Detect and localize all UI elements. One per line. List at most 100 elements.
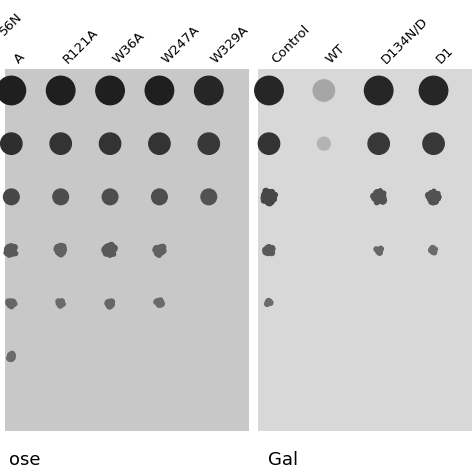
Circle shape [64, 248, 66, 250]
Circle shape [107, 253, 110, 256]
Circle shape [374, 190, 379, 195]
Circle shape [262, 192, 267, 198]
Circle shape [12, 302, 15, 305]
Circle shape [155, 299, 160, 303]
Circle shape [269, 192, 274, 197]
Circle shape [10, 244, 12, 246]
Circle shape [60, 246, 63, 248]
Circle shape [272, 197, 276, 201]
Circle shape [432, 250, 437, 255]
Circle shape [433, 192, 437, 196]
Circle shape [428, 195, 432, 198]
Circle shape [265, 251, 270, 255]
Circle shape [58, 250, 62, 254]
Circle shape [376, 250, 378, 252]
Circle shape [265, 201, 270, 205]
Text: D134N/D: D134N/D [379, 15, 430, 66]
Circle shape [429, 193, 434, 198]
Circle shape [9, 356, 14, 362]
Circle shape [158, 251, 162, 255]
Circle shape [155, 250, 160, 256]
Circle shape [60, 300, 64, 304]
Circle shape [378, 250, 381, 254]
Circle shape [430, 198, 434, 201]
Circle shape [62, 246, 64, 249]
Circle shape [159, 246, 162, 249]
Circle shape [8, 252, 12, 256]
Circle shape [57, 246, 60, 249]
Circle shape [433, 201, 437, 204]
Circle shape [11, 249, 14, 252]
Circle shape [263, 198, 265, 200]
Circle shape [57, 250, 62, 255]
Circle shape [156, 248, 159, 251]
Circle shape [106, 248, 108, 250]
Circle shape [5, 248, 8, 251]
Circle shape [436, 196, 440, 201]
Circle shape [431, 247, 436, 252]
Circle shape [265, 301, 269, 304]
Circle shape [270, 198, 274, 202]
Circle shape [427, 195, 431, 199]
Circle shape [430, 197, 436, 202]
Circle shape [379, 198, 383, 202]
Circle shape [379, 200, 382, 203]
Circle shape [377, 249, 379, 251]
Circle shape [109, 301, 112, 304]
Circle shape [428, 193, 432, 197]
Circle shape [377, 197, 380, 200]
Circle shape [96, 76, 124, 105]
Circle shape [11, 356, 14, 359]
Circle shape [9, 301, 12, 304]
Circle shape [423, 133, 444, 155]
Circle shape [9, 299, 12, 302]
Circle shape [437, 192, 439, 195]
Circle shape [109, 301, 114, 306]
Circle shape [106, 250, 110, 255]
Circle shape [264, 248, 267, 252]
Circle shape [375, 195, 379, 200]
Circle shape [9, 302, 12, 306]
Circle shape [378, 250, 382, 254]
Circle shape [265, 199, 270, 203]
Circle shape [268, 301, 272, 305]
Circle shape [105, 246, 110, 250]
Circle shape [265, 249, 268, 252]
Circle shape [429, 200, 433, 204]
Circle shape [318, 137, 330, 150]
Circle shape [8, 354, 11, 357]
Circle shape [12, 244, 14, 247]
Circle shape [266, 192, 271, 197]
Circle shape [428, 197, 432, 201]
Circle shape [59, 300, 62, 302]
Circle shape [268, 300, 273, 304]
Circle shape [264, 194, 267, 198]
Circle shape [9, 305, 11, 307]
Circle shape [435, 194, 437, 197]
Circle shape [149, 133, 170, 155]
Circle shape [265, 196, 268, 199]
Circle shape [201, 189, 217, 205]
Circle shape [377, 251, 379, 253]
Circle shape [373, 195, 378, 200]
Circle shape [108, 303, 112, 307]
Circle shape [432, 193, 437, 197]
Circle shape [108, 247, 111, 250]
Circle shape [100, 133, 121, 155]
Circle shape [9, 303, 13, 307]
Circle shape [436, 191, 440, 195]
Circle shape [438, 195, 439, 198]
Circle shape [264, 194, 268, 198]
Circle shape [432, 199, 438, 204]
Circle shape [266, 246, 271, 251]
Circle shape [375, 190, 380, 194]
Circle shape [266, 299, 271, 304]
Circle shape [61, 300, 64, 303]
Circle shape [271, 193, 273, 196]
Circle shape [61, 246, 66, 251]
Circle shape [436, 192, 438, 195]
Circle shape [271, 196, 274, 199]
Circle shape [264, 197, 269, 203]
Circle shape [381, 191, 385, 196]
Circle shape [378, 191, 383, 195]
